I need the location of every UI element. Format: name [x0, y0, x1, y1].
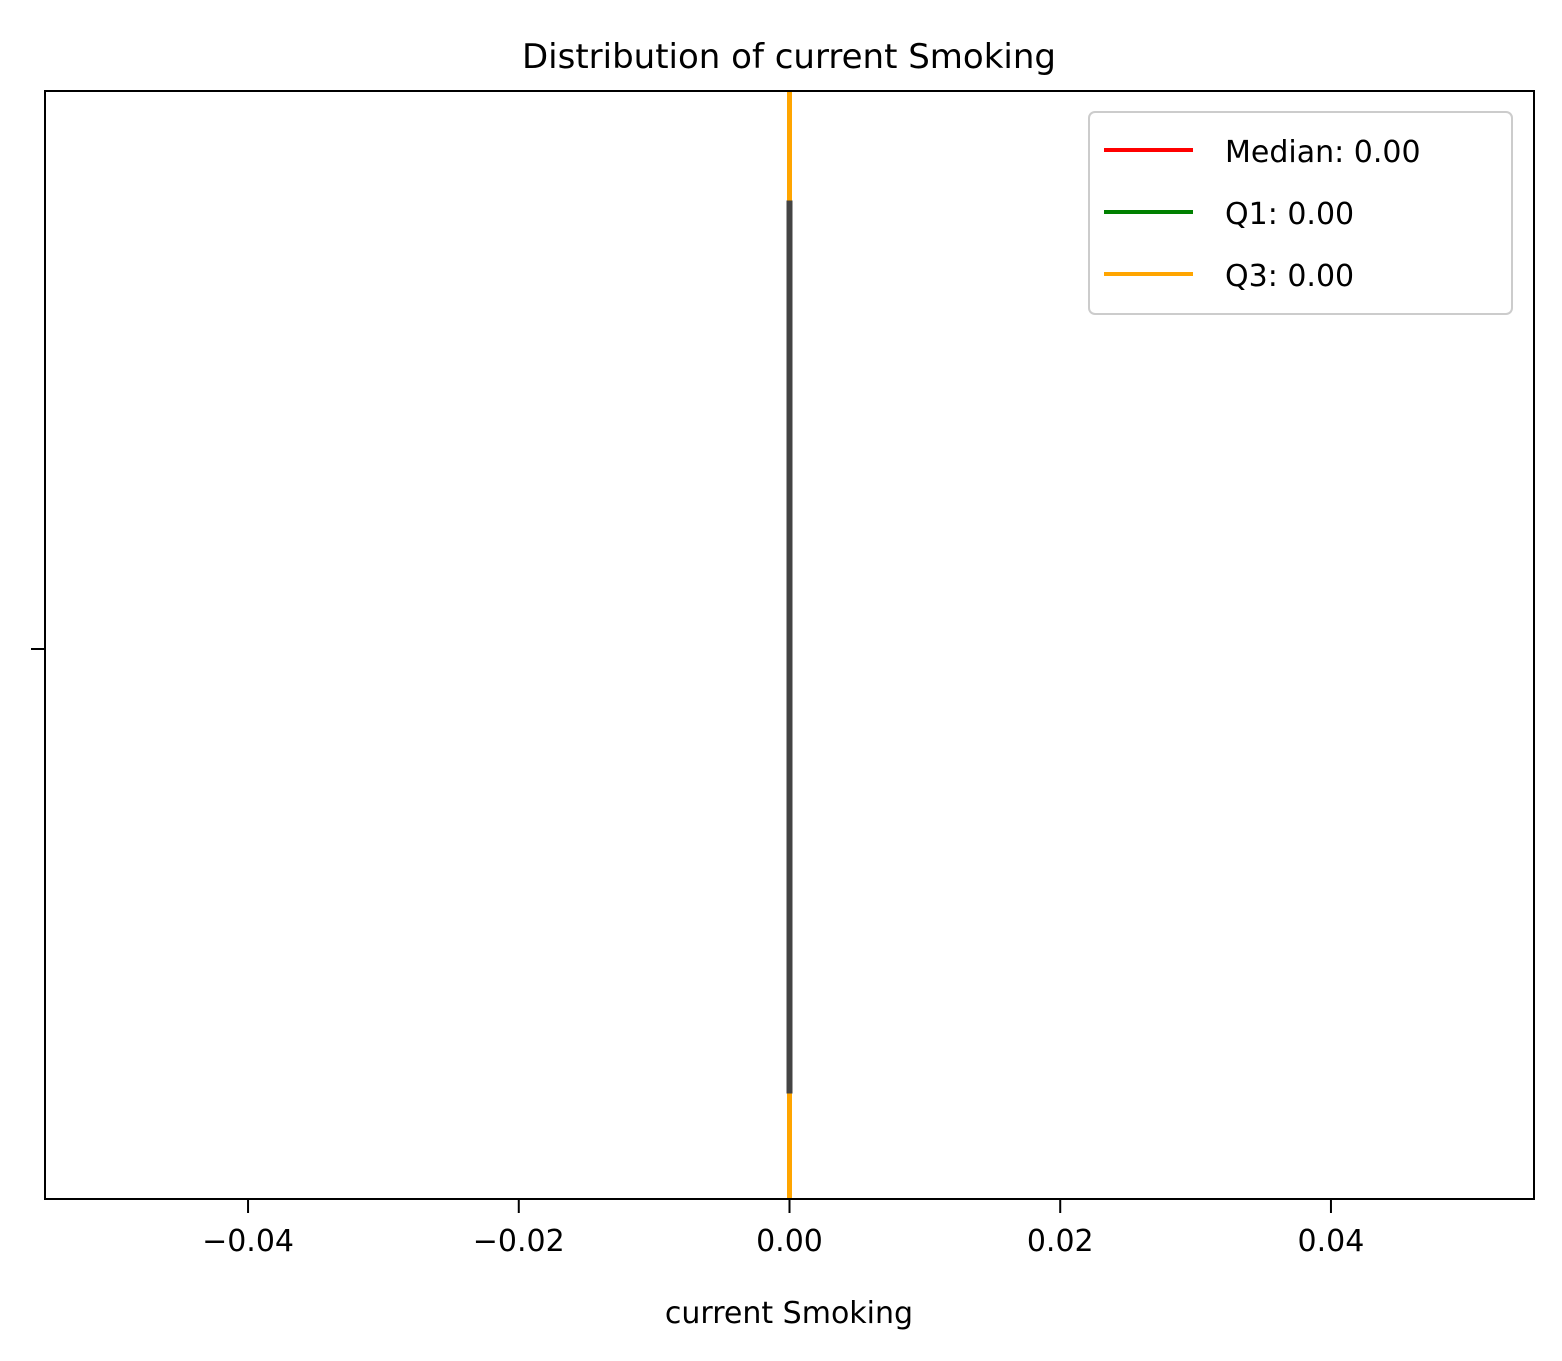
x-tick-label-0: −0.04 — [202, 1224, 294, 1259]
x-tick-label-4: 0.04 — [1298, 1224, 1365, 1259]
chart-title: Distribution of current Smoking — [522, 37, 1056, 77]
legend-label-q1: Q1: 0.00 — [1225, 197, 1354, 232]
x-axis-label: current Smoking — [665, 1296, 913, 1331]
x-tick-label-2: 0.00 — [756, 1224, 823, 1259]
legend-frame — [1088, 111, 1513, 315]
legend-label-median: Median: 0.00 — [1225, 135, 1421, 170]
x-tick-label-3: 0.02 — [1027, 1224, 1094, 1259]
legend-label-q3: Q3: 0.00 — [1225, 259, 1354, 294]
box-plot — [786, 200, 793, 1094]
x-axis-ticks: −0.04 −0.02 0.00 0.02 0.04 — [202, 1199, 1364, 1259]
legend-entries: Median: 0.00 Q1: 0.00 Q3: 0.00 — [1104, 135, 1421, 294]
x-tick-label-1: −0.02 — [473, 1224, 565, 1259]
legend: Median: 0.00 Q1: 0.00 Q3: 0.00 — [1088, 111, 1513, 315]
